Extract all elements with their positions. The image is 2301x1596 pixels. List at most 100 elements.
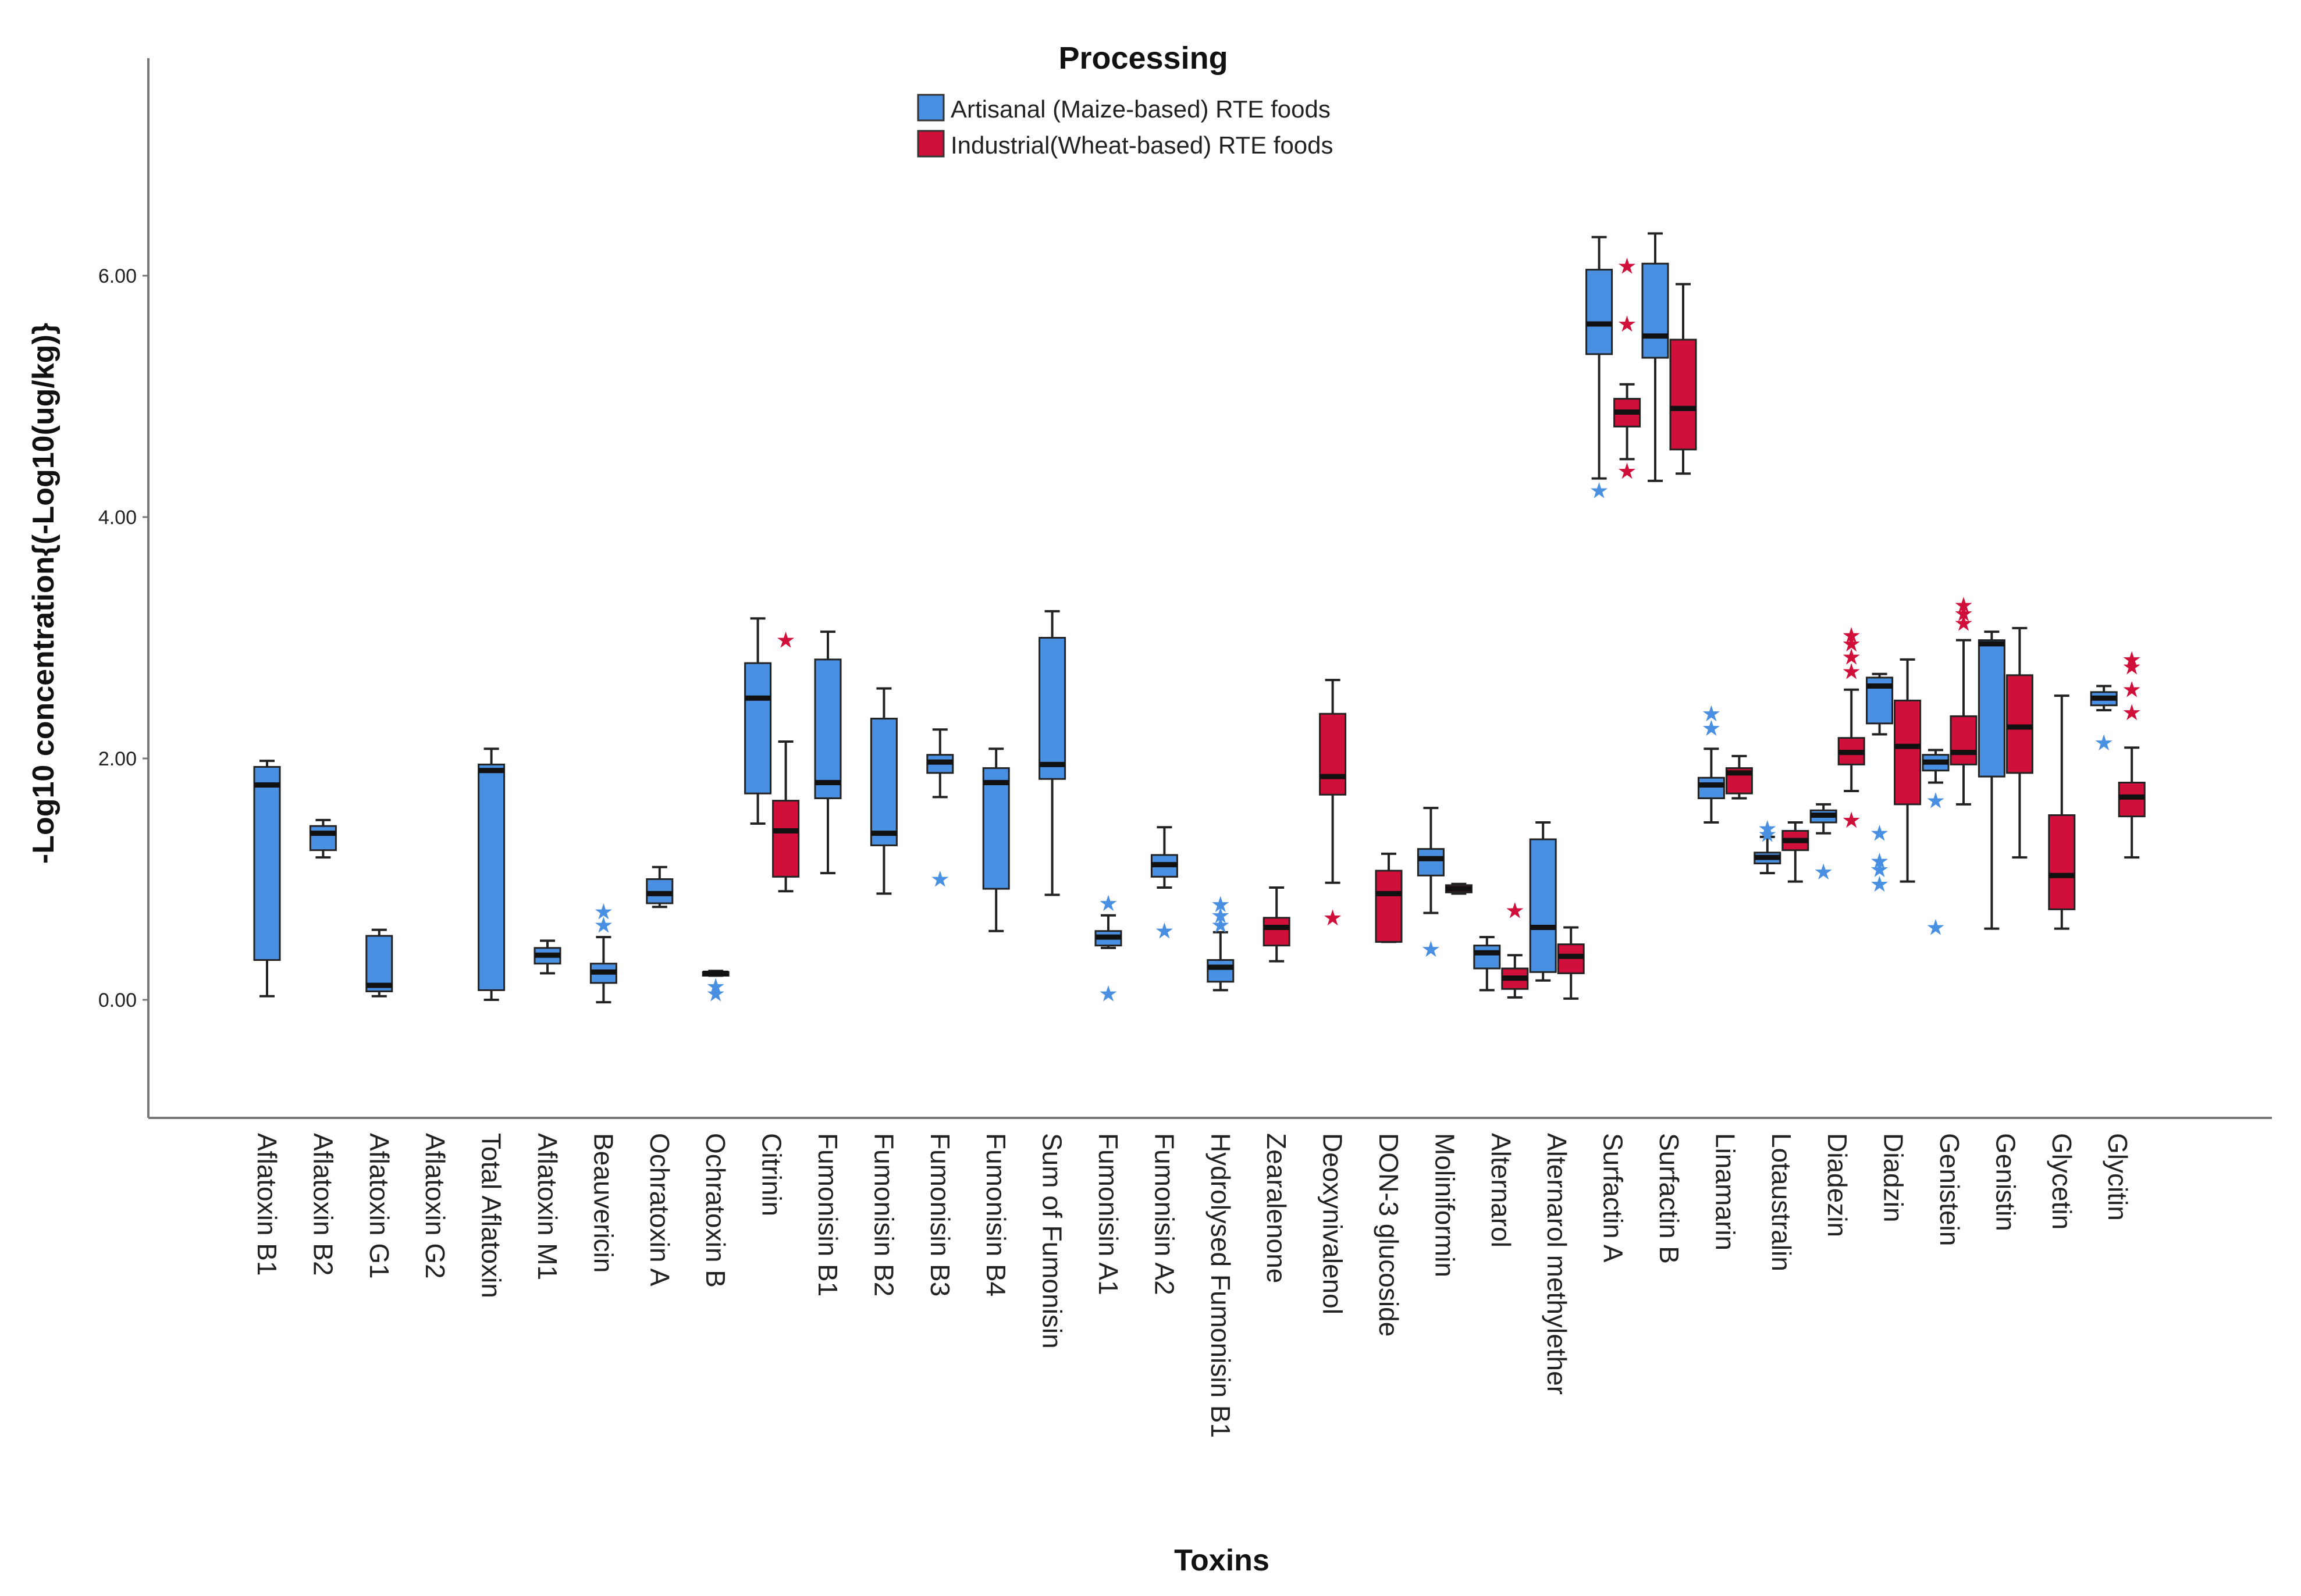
x-tick-label-moliniformin: Moliniformin [1429, 1133, 1460, 1277]
y-tick-label: 0.00 [98, 989, 137, 1011]
outlier-point: ★ [1870, 871, 1890, 897]
box-plot-chart: Processing Artisanal (Maize-based) RTE f… [0, 0, 2301, 1596]
box-iqr [1376, 871, 1402, 942]
x-tick-label-glycetin: Glycetin [2047, 1133, 2077, 1230]
x-tick-label-aflatoxin-b2: Aflatoxin B2 [308, 1133, 338, 1276]
x-tick-label-diadzin: Diadzin [1879, 1133, 1909, 1222]
x-tick-label-alternarol: Alternarol [1486, 1133, 1516, 1248]
outlier-point: ★ [1841, 659, 1861, 685]
legend-swatch-artisanal [918, 95, 944, 120]
outlier-point: ★ [2122, 677, 2142, 703]
box-artisanal-alternarol-methylether [1530, 822, 1556, 981]
box-iqr [1320, 714, 1346, 795]
outlier-point: ★ [1617, 311, 1637, 337]
box-industrial-moliniformin [1446, 884, 1471, 894]
x-tick-label-glycitin: Glycitin [2103, 1133, 2133, 1221]
x-tick-label-alternarol-methylether: Alternarol methylether [1542, 1133, 1572, 1395]
outlier-point: ★ [1813, 859, 1833, 885]
x-tick-label-ochratoxin-a: Ochratoxin A [645, 1133, 675, 1287]
x-tick-label-aflatoxin-g1: Aflatoxin G1 [364, 1133, 394, 1279]
x-tick-label-fumonisin-a2: Fumonisin A2 [1149, 1133, 1179, 1295]
outlier-point: ★ [1617, 253, 1637, 279]
box-iqr [1698, 778, 1724, 798]
x-tick-label-aflatoxin-m1: Aflatoxin M1 [532, 1133, 563, 1280]
x-tick-label-sum-of-fumonisin: Sum of Fumonisin [1037, 1133, 1068, 1349]
x-tick-label-aflatoxin-g2: Aflatoxin G2 [420, 1133, 450, 1279]
box-iqr [1418, 849, 1443, 876]
x-tick-label-don-3-glucoside: DON-3 glucoside [1374, 1133, 1404, 1337]
x-tick-label-aflatoxin-b1: Aflatoxin B1 [252, 1133, 282, 1276]
outlier-point: ★ [1211, 912, 1230, 938]
box-iqr [310, 826, 336, 850]
box-iqr [1587, 270, 1612, 354]
outlier-point: ★ [2122, 700, 2142, 725]
x-tick-label-total-aflatoxin: Total Aflatoxin [476, 1133, 507, 1298]
outlier-point: ★ [1098, 890, 1118, 916]
box-iqr [254, 767, 280, 960]
outlier-point: ★ [1954, 611, 1973, 636]
x-tick-label-fumonisin-a1: Fumonisin A1 [1093, 1133, 1123, 1295]
x-tick-label-genistin: Genistin [1990, 1133, 2021, 1231]
outlier-point: ★ [1926, 915, 1946, 940]
outlier-point: ★ [593, 912, 613, 938]
outlier-point: ★ [1758, 822, 1777, 847]
outlier-point: ★ [2094, 730, 2114, 756]
box-iqr [871, 719, 897, 846]
box-artisanal-aflatoxin-g1 [367, 930, 392, 996]
outlier-point: ★ [1589, 478, 1609, 503]
box-iqr [1264, 918, 1289, 946]
x-tick-label-surfactin-b: Surfactin B [1654, 1133, 1684, 1264]
outlier-point: ★ [2122, 654, 2142, 679]
box-iqr [1530, 839, 1556, 972]
x-tick-label-ochratoxin-b: Ochratoxin B [700, 1133, 731, 1288]
y-axis-title: -Log10 concentration{(-Log10(ug/kg)} [27, 323, 61, 864]
x-tick-label-deoxynivalenol: Deoxynivalenol [1318, 1133, 1348, 1314]
box-iqr [1670, 340, 1696, 450]
x-tick-label-fumonisin-b3: Fumonisin B3 [925, 1133, 955, 1296]
legend-label-industrial: Industrial(Wheat-based) RTE foods [951, 131, 1333, 159]
box-artisanal-ochratoxin-b: ★★ [703, 971, 728, 1006]
x-tick-label-beauvericin: Beauvericin [588, 1133, 618, 1273]
outlier-point: ★ [1505, 897, 1525, 923]
box-iqr [745, 663, 771, 793]
box-iqr [773, 801, 799, 877]
outlier-point: ★ [776, 628, 796, 653]
box-iqr [2049, 815, 2075, 910]
box-iqr [815, 660, 841, 799]
box-iqr [1040, 638, 1065, 779]
outlier-point: ★ [1870, 821, 1890, 846]
chart-background [0, 0, 2301, 1596]
box-iqr [1208, 960, 1233, 982]
x-tick-label-genistein: Genistein [1934, 1133, 1965, 1246]
outlier-point: ★ [1098, 981, 1118, 1007]
outlier-point: ★ [1701, 715, 1721, 741]
y-tick-label: 6.00 [98, 265, 137, 287]
x-axis-title: Toxins [1174, 1544, 1269, 1577]
legend-label-artisanal: Artisanal (Maize-based) RTE foods [951, 95, 1331, 123]
x-tick-label-linamarin: Linamarin [1710, 1133, 1740, 1251]
box-iqr [1474, 946, 1500, 968]
x-tick-label-surfactin-a: Surfactin A [1598, 1133, 1628, 1263]
outlier-point: ★ [1617, 458, 1637, 484]
outlier-point: ★ [706, 981, 725, 1007]
outlier-point: ★ [1926, 788, 1946, 814]
outlier-point: ★ [1323, 905, 1343, 931]
x-tick-label-lotaustralin: Lotaustralin [1766, 1133, 1797, 1271]
outlier-point: ★ [1841, 807, 1861, 833]
box-iqr [2007, 675, 2032, 773]
box-iqr [983, 768, 1009, 889]
box-artisanal-total-aflatoxin [479, 749, 504, 1000]
y-tick-label: 4.00 [98, 507, 137, 529]
chart-title: Processing [1058, 41, 1228, 76]
x-tick-label-fumonisin-b4: Fumonisin B4 [981, 1133, 1011, 1296]
legend-swatch-industrial [918, 131, 944, 156]
x-tick-label-citrinin: Citrinin [757, 1133, 787, 1216]
x-tick-label-zearalenone: Zearalenone [1261, 1133, 1292, 1283]
box-iqr [1642, 263, 1668, 358]
y-tick-label: 2.00 [98, 748, 137, 770]
outlier-point: ★ [1154, 918, 1174, 944]
box-iqr [479, 764, 504, 990]
x-tick-label-hydrolysed-fumonisin-b1: Hydrolysed Fumonisin B1 [1205, 1133, 1236, 1438]
x-tick-label-fumonisin-b1: Fumonisin B1 [813, 1133, 843, 1296]
x-tick-label-diadezin: Diadezin [1822, 1133, 1852, 1237]
